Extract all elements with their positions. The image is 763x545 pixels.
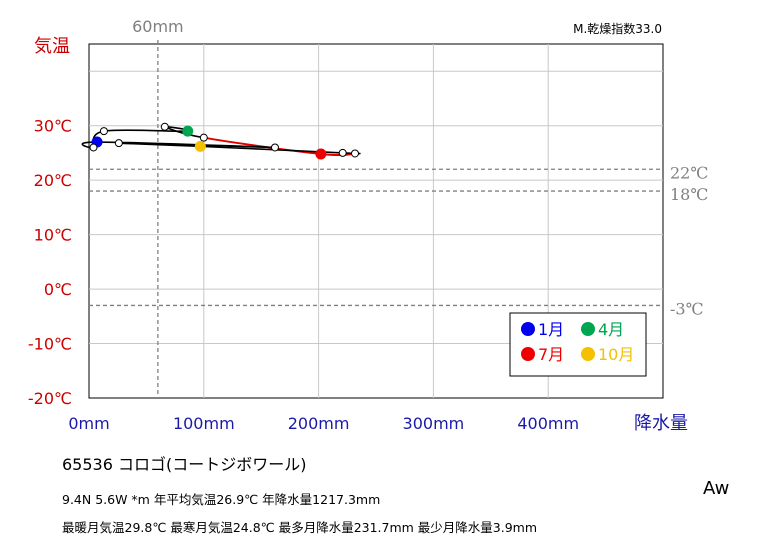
legend-marker <box>581 347 595 361</box>
x-axis-label: 降水量 <box>634 413 688 434</box>
dryness-index: M.乾燥指数33.0 <box>573 21 662 36</box>
legend-label: 4月 <box>598 320 624 339</box>
legend-box <box>509 312 647 377</box>
month-marker-12 <box>270 143 279 152</box>
y-tick-label: 0℃ <box>44 280 72 299</box>
station-name: 65536 コロゴ(コートジボワール) <box>62 455 307 474</box>
month-marker-7 <box>315 148 327 160</box>
x-tick-label: 100mm <box>173 414 235 433</box>
month-marker-5 <box>160 122 169 131</box>
month-marker-4 <box>182 125 194 137</box>
month-marker-11 <box>114 139 123 148</box>
month-marker-2 <box>89 143 98 152</box>
ref-label-temp: 22℃ <box>670 163 708 182</box>
legend: 1月 4月 7月 10月 <box>509 312 647 377</box>
x-tick-label: 400mm <box>517 414 579 433</box>
ref-label-temp: 18℃ <box>670 185 708 204</box>
month-marker-3 <box>99 127 108 136</box>
monthly-extremes-stats: 最暖月気温29.8℃ 最寒月気温24.8℃ 最多月降水量231.7mm 最少月降… <box>62 520 538 535</box>
reference-lines: 60mm 22℃ 18℃ -3℃ <box>89 17 708 398</box>
location-annual-stats: 9.4N 5.6W *m 年平均気温26.9℃ 年降水量1217.3mm <box>62 492 381 507</box>
legend-marker <box>521 347 535 361</box>
month-marker-10 <box>194 140 206 152</box>
legend-label: 1月 <box>538 320 564 339</box>
y-tick-label: 20℃ <box>34 171 72 190</box>
ref-label-precip: 60mm <box>132 17 184 36</box>
climate-classification: Aw <box>703 478 730 499</box>
y-tick-label: 30℃ <box>34 117 72 136</box>
x-tick-label: 300mm <box>403 414 465 433</box>
ref-label-temp: -3℃ <box>670 299 703 318</box>
y-tick-label: -20℃ <box>28 389 72 408</box>
y-tick-label: -10℃ <box>28 335 72 354</box>
legend-label: 10月 <box>598 345 634 364</box>
y-axis-ticks: 30℃ 20℃ 10℃ 0℃ -10℃ -20℃ <box>28 117 72 408</box>
y-axis-label: 気温 <box>34 36 70 57</box>
plot-frame <box>88 43 664 399</box>
legend-label: 7月 <box>538 345 564 364</box>
monthly-climate-series <box>81 122 361 160</box>
x-tick-label: 0mm <box>68 414 109 433</box>
x-axis-ticks: 0mm 100mm 200mm 300mm 400mm <box>68 414 579 433</box>
climate-chart: 60mm 22℃ 18℃ -3℃ 30℃ 20℃ 10℃ 0℃ -10℃ -20℃ 0mm 100… <box>28 17 708 434</box>
y-tick-label: 10℃ <box>34 226 72 245</box>
x-tick-label: 200mm <box>288 414 350 433</box>
month-marker-6 <box>199 133 208 142</box>
legend-marker <box>581 322 595 336</box>
month-marker-8 <box>350 149 359 158</box>
legend-marker <box>521 322 535 336</box>
month-marker-9 <box>338 148 347 157</box>
